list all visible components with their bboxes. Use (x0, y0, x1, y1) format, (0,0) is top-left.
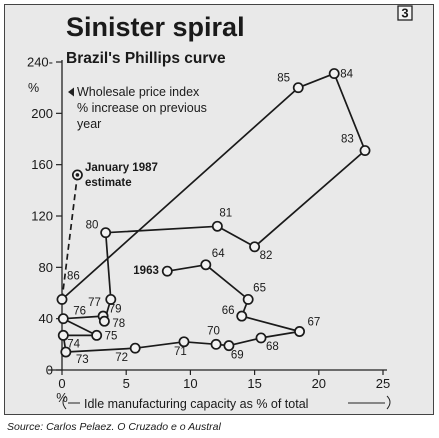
data-point (60, 346, 72, 358)
y-axis-label-line-1: Wholesale price index (77, 85, 200, 99)
point-label-81: 81 (219, 207, 232, 219)
data-point (328, 68, 340, 80)
point-label-73: 73 (76, 354, 89, 366)
point-label-80: 80 (86, 220, 99, 232)
x-label-brace-right (386, 395, 391, 410)
point-label-84: 84 (340, 69, 353, 81)
left-arrow-icon (68, 87, 74, 97)
data-point (57, 313, 69, 325)
point-label-64: 64 (212, 248, 225, 260)
y-tick-label: 240- (27, 55, 53, 70)
estimate-dashed-line (61, 174, 79, 300)
x-label-brace-left (62, 395, 67, 410)
data-point (211, 220, 223, 232)
point-label-83: 83 (341, 134, 354, 146)
series-line (61, 72, 366, 353)
x-axis-label: Idle manufacturing capacity as % of tota… (62, 395, 391, 411)
chart-subtitle: Brazil's Phillips curve (66, 50, 226, 67)
data-points (56, 68, 371, 358)
data-point (105, 293, 117, 305)
point-label-70: 70 (207, 325, 220, 337)
y-tick-label: 0 (46, 363, 53, 378)
x-axis-label-text: Idle manufacturing capacity as % of tota… (84, 397, 308, 411)
data-point (294, 326, 305, 337)
point-label-85: 85 (277, 73, 290, 85)
figure-number-badge (397, 5, 413, 21)
y-tick-label: 160 (31, 157, 53, 172)
data-point (56, 293, 68, 305)
figure-number: 3 (401, 6, 408, 21)
series-path (61, 72, 366, 353)
data-point (255, 332, 267, 344)
y-axis-label: Wholesale price index % increase on prev… (68, 85, 207, 131)
x-tick-label: 10 (183, 376, 197, 391)
x-tick-label: 20 (312, 376, 326, 391)
data-point (236, 310, 248, 322)
source-note: Source: Carlos Pelaez. O Cruzado e o Aus… (7, 421, 221, 433)
point-label-71: 71 (174, 346, 187, 358)
data-point (178, 336, 190, 348)
y-tick-label: 200 (31, 106, 53, 121)
point-label-75: 75 (105, 330, 118, 342)
y-axis-label-line-2: % increase on previous (77, 101, 207, 115)
point-label-78: 78 (112, 318, 125, 330)
point-label-74: 74 (67, 338, 80, 350)
y-tick-label: 120 (31, 209, 53, 224)
point-label-79: 79 (109, 303, 122, 315)
data-point (210, 338, 222, 350)
x-tick-label: 0 (58, 376, 65, 391)
y-tick-label: 40 (39, 311, 53, 326)
point-label-66: 66 (222, 305, 235, 317)
point-label-86: 86 (67, 270, 80, 282)
data-point (292, 82, 304, 94)
x-tick-label: 15 (247, 376, 261, 391)
estimate-point-center (75, 173, 80, 177)
point-label-69: 69 (231, 350, 244, 362)
data-point (98, 315, 110, 327)
point-label-68: 68 (266, 341, 279, 353)
point-label-76: 76 (73, 306, 86, 318)
x-tick-label: 25 (376, 376, 390, 391)
data-point (359, 145, 371, 156)
point-label-67: 67 (308, 317, 321, 329)
data-point (242, 293, 254, 305)
y-axis-label-line-3: year (77, 117, 101, 131)
estimate-annotation: January 1987 estimate (85, 162, 158, 189)
y-axis-unit: % (28, 81, 39, 95)
data-point (129, 342, 141, 354)
data-point (57, 329, 69, 341)
x-zero-percent-sign: % (56, 390, 68, 405)
data-point (200, 259, 212, 271)
x-tick-label: 5 (123, 376, 130, 391)
point-label-1963: 1963 (133, 265, 159, 277)
point-label-82: 82 (260, 250, 273, 262)
point-label-72: 72 (115, 352, 128, 364)
data-point (91, 329, 103, 341)
point-label-65: 65 (253, 282, 266, 294)
estimate-label-line-1: January 1987 (85, 162, 158, 174)
data-point (223, 340, 235, 352)
data-point (161, 265, 173, 277)
data-point (249, 241, 261, 253)
y-tick-label: 80 (39, 260, 53, 275)
estimate-label-line-2: estimate (85, 177, 132, 189)
point-label-77: 77 (88, 297, 101, 309)
chart-title: Sinister spiral (66, 12, 245, 42)
data-point (100, 227, 112, 239)
